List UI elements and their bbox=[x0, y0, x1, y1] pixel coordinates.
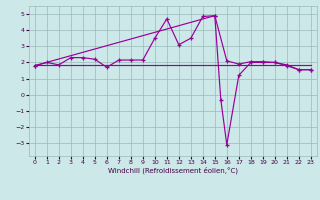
X-axis label: Windchill (Refroidissement éolien,°C): Windchill (Refroidissement éolien,°C) bbox=[108, 167, 238, 174]
